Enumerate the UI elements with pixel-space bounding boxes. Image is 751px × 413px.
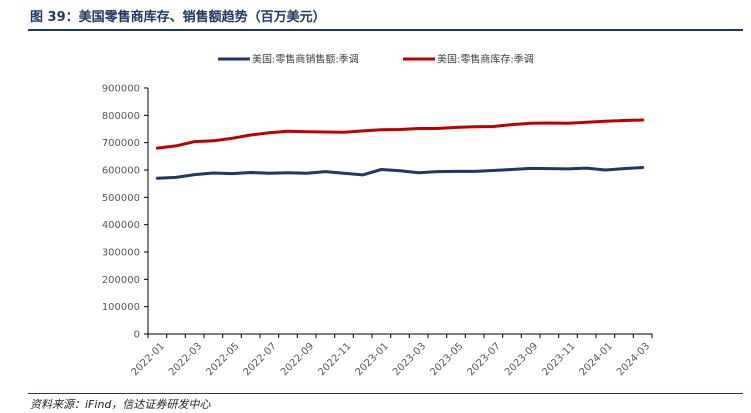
x-tick-label: 2023-03 [391,341,428,378]
legend-sales-label: 美国:零售商销售额:季调 [252,53,359,66]
x-tick-label: 2023-07 [466,341,503,378]
x-tick-label: 2023-01 [354,341,391,378]
y-tick-label: 400000 [102,220,140,231]
chart-title: 图 39：美国零售商库存、销售额趋势（百万美元） [30,10,326,25]
x-tick-label: 2024-03 [615,341,652,378]
inventory-series-line [155,118,645,150]
x-tick-label: 2022-03 [167,341,204,378]
y-tick-label: 300000 [102,248,140,259]
y-tick-label: 700000 [102,138,140,149]
y-tick-label: 600000 [102,166,140,177]
y-tick-label: 100000 [102,302,140,313]
x-tick-label: 2024-01 [578,341,615,378]
x-tick-label: 2022-11 [316,341,353,378]
title-divider [28,29,743,31]
y-tick-label: 900000 [102,84,140,95]
x-tick-label: 2022-07 [242,341,279,378]
x-tick-label: 2023-05 [428,341,465,378]
x-tick-label: 2023-11 [540,341,577,378]
x-tick-label: 2023-09 [503,341,540,378]
y-tick-label: 500000 [102,193,140,204]
y-tick-label: 0 [134,330,140,341]
sales-series-line [155,166,645,180]
x-tick-label: 2022-09 [279,341,316,378]
x-tick-label: 2022-05 [204,341,241,378]
x-tick-label: 2022-01 [130,341,167,378]
source-note: 资料来源：iFind，信达证券研发中心 [30,398,211,411]
y-tick-label: 200000 [102,275,140,286]
y-tick-label: 800000 [102,111,140,122]
legend-inventory-label: 美国:零售商库存:季调 [437,53,534,66]
footer-divider [28,393,743,394]
